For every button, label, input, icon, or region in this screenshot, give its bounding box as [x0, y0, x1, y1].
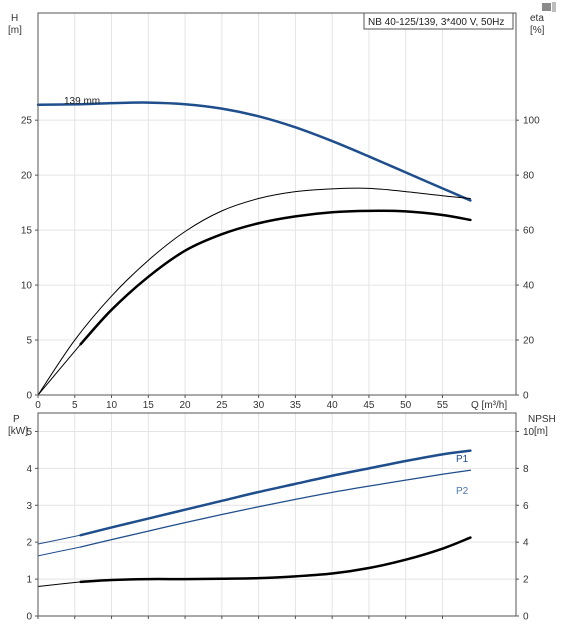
head-axis-tick-labels: 0 5 10 15 20 25 [21, 116, 33, 402]
curve-1-2 [80, 469, 472, 548]
y-left-tick-label: 4 [26, 464, 32, 475]
head-efficiency-panel: 0 5 10 15 20 25 30 35 40 45 50 55 0 5 10 15 20 25 0 20 40 6… [8, 12, 545, 411]
curve-0-2 [37, 187, 471, 396]
curve-0-4 [37, 343, 82, 396]
x-tick-label: 15 [143, 400, 155, 411]
y-left-tick-label: 20 [21, 171, 33, 182]
x-tick-label: 5 [72, 400, 78, 411]
npsh-axis-unit: [m] [534, 426, 548, 437]
curve-1-3 [37, 546, 82, 557]
corner-bracket-icon [552, 2, 556, 12]
x-tick-label: 50 [400, 400, 412, 411]
x-tick-label: 45 [363, 400, 375, 411]
head-panel-frame [37, 12, 517, 396]
y-right-tick-label: 8 [523, 464, 529, 475]
y-right-tick-label: 40 [523, 281, 535, 292]
y-right-tick-label: 80 [523, 171, 535, 182]
x-tick-label: 55 [437, 400, 449, 411]
x-tick-label: 40 [327, 400, 339, 411]
head-panel-horizontal-grid [35, 119, 519, 396]
y-left-tick-label: 3 [26, 501, 32, 512]
curve-0-3 [79, 209, 472, 346]
power-axis-label: P [13, 414, 20, 425]
power-axis-unit: [kW] [8, 426, 28, 437]
y-left-tick-label: 10 [21, 281, 33, 292]
y-right-tick-label: 6 [523, 501, 529, 512]
x-tick-label: 0 [35, 400, 41, 411]
x-tick-label: 10 [106, 400, 118, 411]
y-left-tick-label: 0 [26, 391, 32, 402]
curve-1-1 [37, 534, 82, 545]
curve-1-4 [79, 536, 472, 584]
y-left-tick-label: 1 [26, 575, 32, 586]
npsh-axis-tick-labels: 0 2 4 6 8 10 [523, 427, 535, 623]
chart-title: NB 40-125/139, 3*400 V, 50Hz [368, 17, 504, 28]
corner-export-icon[interactable] [542, 3, 551, 11]
npsh-axis-label: NPSH [528, 414, 556, 425]
head-panel-x-tick-labels: 0 5 10 15 20 25 30 35 40 45 50 55 [35, 400, 448, 411]
power-panel-frame [37, 412, 517, 617]
y-right-tick-label: 10 [523, 427, 535, 438]
y-right-tick-label: 0 [523, 612, 529, 623]
p1-series-label: P1 [456, 454, 469, 465]
power-panel-horizontal-grid [35, 430, 519, 617]
x-tick-label: 25 [216, 400, 228, 411]
flow-axis-label: Q [m³/h] [471, 400, 507, 411]
y-left-tick-label: 25 [21, 116, 33, 127]
y-right-tick-label: 4 [523, 538, 529, 549]
y-left-tick-label: 2 [26, 538, 32, 549]
curve-0-0 [36, 101, 472, 202]
power-npsh-panel: 0 1 2 3 4 5 0 2 4 6 8 10 P [kW] NPSH [m] P1 P2 [8, 412, 556, 623]
y-left-tick-label: 5 [26, 336, 32, 347]
y-left-tick-label: 0 [26, 612, 32, 623]
efficiency-axis-tick-labels: 0 20 40 60 80 100 [523, 116, 540, 402]
curve-0-1 [37, 103, 82, 106]
head-panel-vertical-grid [37, 13, 443, 398]
efficiency-axis-label: eta [530, 13, 544, 24]
power-axis-tick-labels: 0 1 2 3 4 5 [26, 427, 32, 623]
curve-1-5 [37, 581, 82, 587]
p2-series-label: P2 [456, 486, 469, 497]
head-panel-curves [36, 101, 472, 396]
y-right-tick-label: 0 [523, 391, 529, 402]
y-right-tick-label: 60 [523, 226, 535, 237]
y-right-tick-label: 100 [523, 116, 540, 127]
impeller-diameter-label: 139 mm [64, 96, 100, 107]
head-axis-unit: [m] [8, 25, 22, 36]
head-axis-label: H [11, 13, 18, 24]
chart-title-box [363, 12, 514, 30]
y-right-tick-label: 20 [523, 336, 535, 347]
efficiency-axis-unit: [%] [530, 25, 545, 36]
power-panel-curves [37, 449, 472, 587]
y-left-tick-label: 15 [21, 226, 33, 237]
y-left-tick-label: 5 [26, 427, 32, 438]
curve-1-0 [79, 449, 472, 537]
x-tick-label: 30 [253, 400, 265, 411]
power-panel-vertical-grid [37, 413, 443, 619]
y-right-tick-label: 2 [523, 575, 529, 586]
x-tick-label: 20 [180, 400, 192, 411]
x-tick-label: 35 [290, 400, 302, 411]
